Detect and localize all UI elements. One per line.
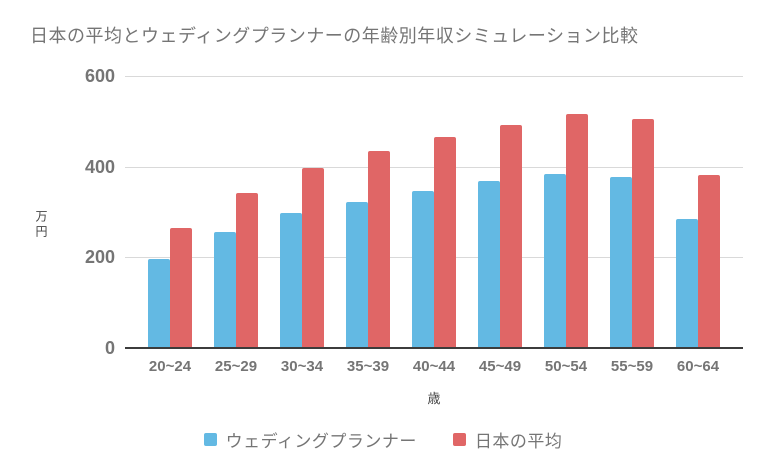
bar-日本の平均-25~29[interactable] [236, 192, 258, 348]
legend-label: 日本の平均 [474, 432, 563, 451]
bar-日本の平均-60~64[interactable] [698, 175, 720, 348]
bar-日本の平均-30~34[interactable] [302, 168, 324, 348]
bar-group-40~44 [412, 136, 456, 348]
plot-area [125, 76, 743, 349]
x-axis-title: 歳 [427, 391, 441, 406]
bar-group-25~29 [214, 192, 258, 348]
bar-ウェディングプランナー-45~49[interactable] [478, 181, 500, 348]
bar-group-20~24 [148, 228, 192, 348]
x-tick-label-35~39: 35~39 [346, 358, 390, 375]
bar-ウェディングプランナー-40~44[interactable] [412, 190, 434, 348]
bar-日本の平均-20~24[interactable] [170, 228, 192, 348]
y-tick-label-600: 600 [84, 66, 115, 86]
bar-group-30~34 [280, 168, 324, 348]
gridline-600 [125, 76, 743, 77]
x-tick-label-40~44: 40~44 [412, 358, 456, 375]
x-tick-label-20~24: 20~24 [148, 358, 192, 375]
bar-日本の平均-35~39[interactable] [368, 150, 390, 348]
bar-group-35~39 [346, 150, 390, 348]
x-tick-label-55~59: 55~59 [610, 358, 654, 375]
y-tick-label-400: 400 [84, 156, 115, 177]
bar-ウェディングプランナー-20~24[interactable] [148, 259, 170, 348]
bar-group-50~54 [544, 114, 588, 348]
bar-group-45~49 [478, 124, 522, 348]
x-tick-label-60~64: 60~64 [676, 358, 720, 375]
bar-ウェディングプランナー-55~59[interactable] [610, 176, 632, 348]
y-axis-title: 万円 [34, 210, 48, 240]
legend-label: ウェディングプランナー [225, 432, 417, 451]
legend-swatch-icon [203, 433, 217, 446]
bar-日本の平均-50~54[interactable] [566, 114, 588, 348]
legend-swatch-icon [452, 433, 466, 446]
y-tick-label-0: 0 [104, 338, 115, 358]
y-axis-tick-labels: 0 200 400 600 [55, 0, 115, 473]
bar-日本の平均-55~59[interactable] [632, 118, 654, 348]
x-tick-label-45~49: 45~49 [478, 358, 522, 375]
x-axis-line [125, 347, 743, 349]
bar-日本の平均-45~49[interactable] [500, 124, 522, 348]
bar-group-60~64 [676, 175, 720, 348]
bar-日本の平均-40~44[interactable] [434, 136, 456, 348]
bar-ウェディングプランナー-50~54[interactable] [544, 173, 566, 348]
y-tick-label-200: 200 [84, 247, 115, 268]
legend: ウェディングプランナー 日本の平均 [0, 427, 766, 452]
bar-ウェディングプランナー-60~64[interactable] [676, 218, 698, 348]
legend-item-日本の平均[interactable]: 日本の平均 [452, 427, 563, 452]
x-tick-label-30~34: 30~34 [280, 358, 324, 375]
legend-item-ウェディングプランナー[interactable]: ウェディングプランナー [203, 427, 417, 452]
x-tick-label-50~54: 50~54 [544, 358, 588, 375]
bar-ウェディングプランナー-30~34[interactable] [280, 213, 302, 348]
chart-title: 日本の平均とウェディングプランナーの年齢別年収シミュレーション比較 [30, 26, 639, 46]
bar-ウェディングプランナー-25~29[interactable] [214, 231, 236, 348]
bar-ウェディングプランナー-35~39[interactable] [346, 201, 368, 348]
bar-group-55~59 [610, 118, 654, 348]
x-tick-label-25~29: 25~29 [214, 358, 258, 375]
